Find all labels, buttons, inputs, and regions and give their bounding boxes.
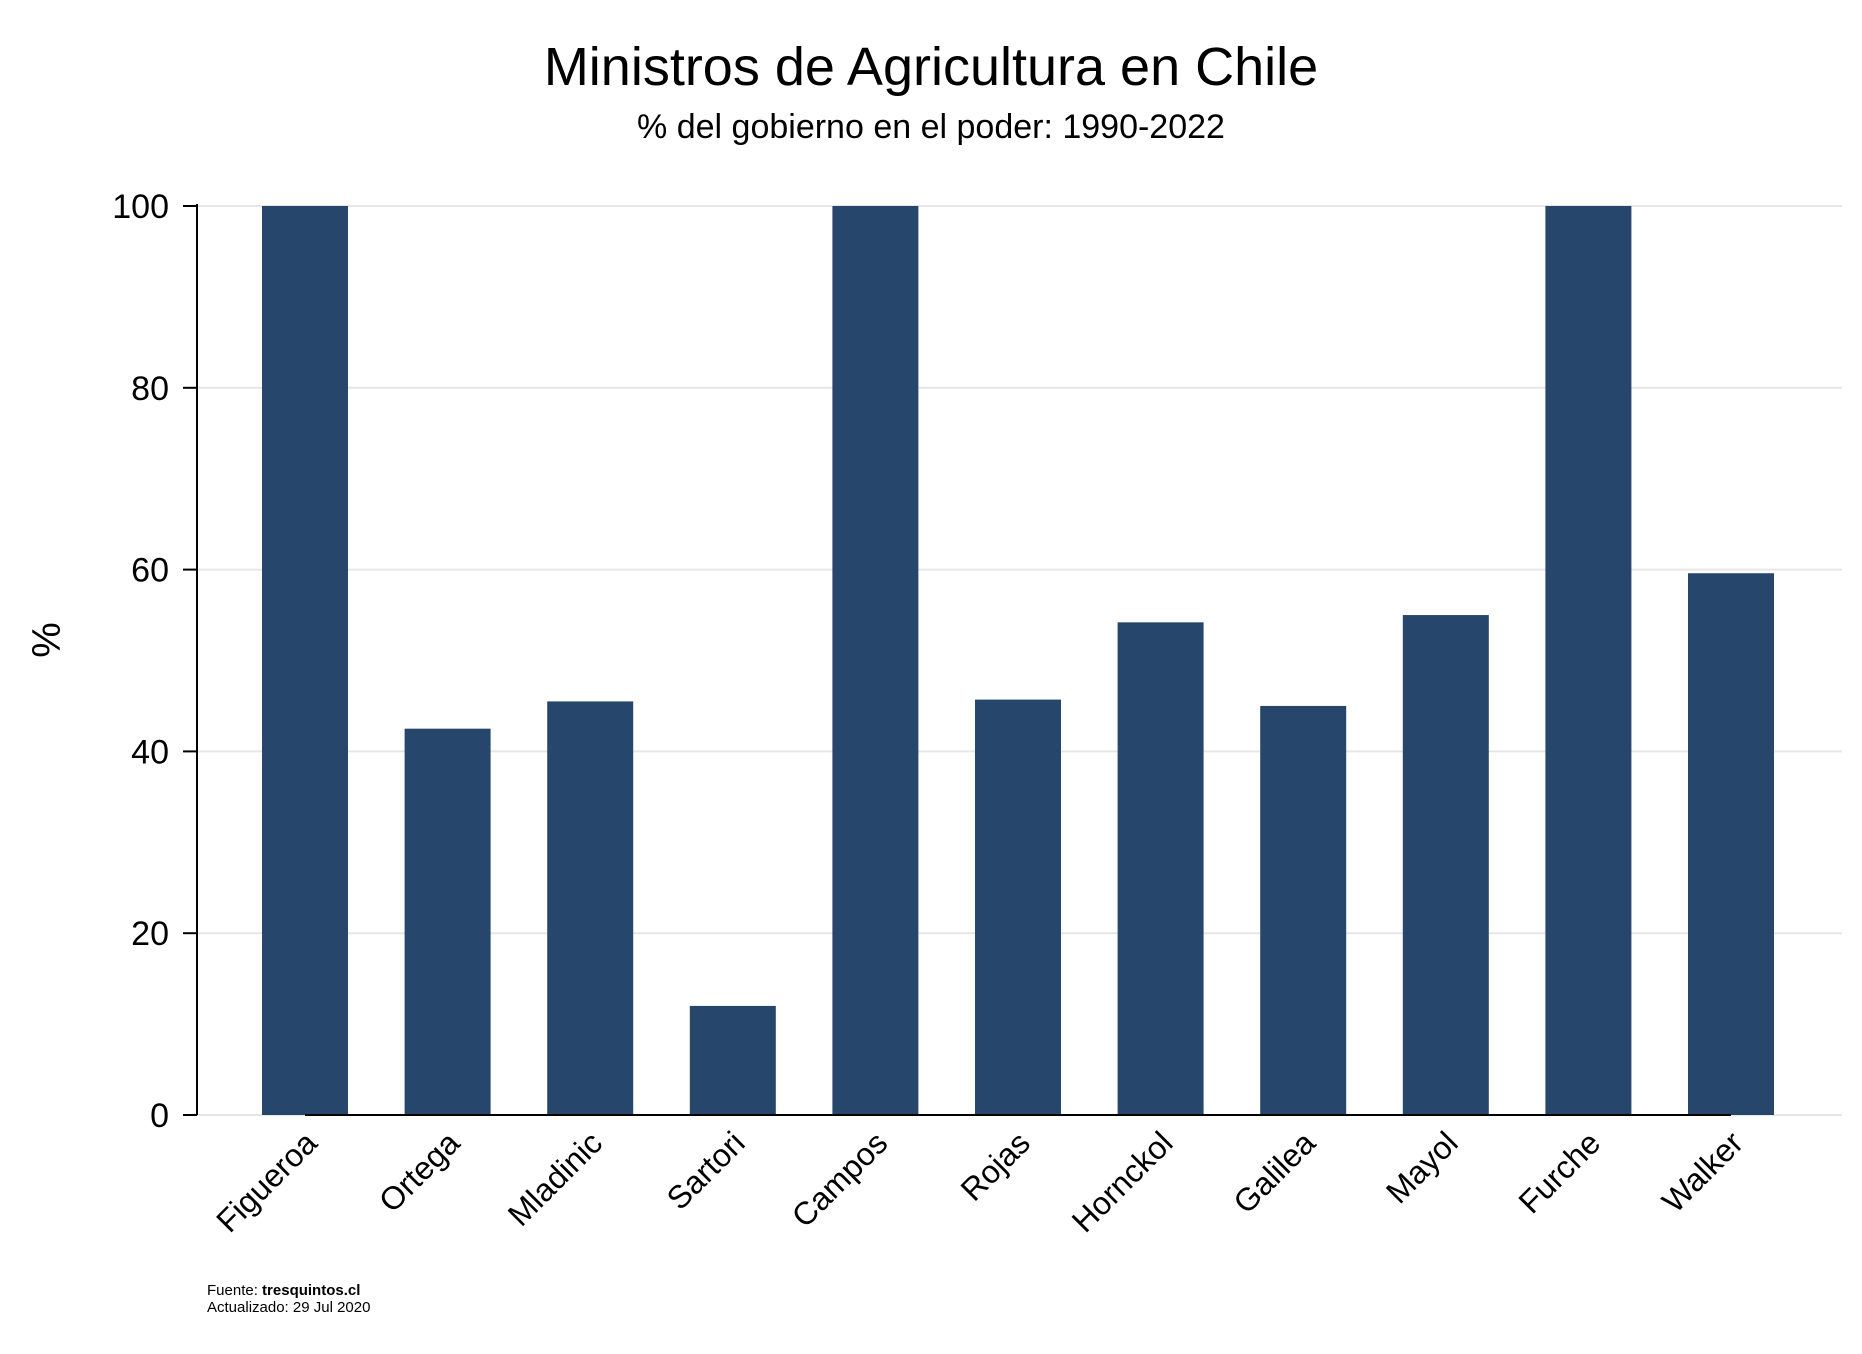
- x-tick-label: Sartori: [660, 1124, 752, 1216]
- x-ticks: Figueroa Ortega Mladinic Sartori Campos Rojas…: [209, 1124, 1750, 1239]
- x-tick-label: Walker: [1655, 1124, 1750, 1219]
- y-tick-label: 60: [131, 552, 169, 590]
- bar-rojas: [975, 699, 1061, 1115]
- x-tick-label: Campos: [785, 1124, 895, 1234]
- bar-ortega: [404, 728, 491, 1115]
- y-axis-label: %: [25, 622, 69, 658]
- y-tick-label: 20: [131, 915, 169, 953]
- y-tick-label: 80: [131, 370, 169, 408]
- bar-mladinic: [547, 701, 634, 1115]
- bar-walker: [1688, 573, 1774, 1115]
- bar-figueroa: [262, 206, 348, 1115]
- x-tick-label: Figueroa: [209, 1124, 324, 1239]
- source-label: Fuente:: [207, 1282, 258, 1299]
- bar-furche: [1545, 206, 1632, 1115]
- chart-subtitle: % del gobierno en el poder: 1990-2022: [637, 108, 1225, 146]
- x-tick-label: Mayol: [1379, 1124, 1465, 1210]
- x-tick-label: Mladinic: [501, 1124, 609, 1232]
- updated-date: Actualizado: 29 Jul 2020: [207, 1299, 371, 1316]
- bar-galilea: [1260, 705, 1347, 1115]
- x-tick-label: Hornckol: [1065, 1124, 1180, 1239]
- source-note: Fuente: tresquintos.cl Actualizado: 29 J…: [207, 1282, 370, 1316]
- x-tick-label: Ortega: [372, 1124, 467, 1219]
- y-ticks: 0 20 40 60 80 100: [112, 188, 197, 1135]
- y-tick-label: 100: [112, 188, 169, 226]
- x-tick-label: Galilea: [1226, 1124, 1322, 1220]
- x-tick-label: Furche: [1511, 1124, 1607, 1220]
- bar-campos: [832, 206, 919, 1115]
- bars: [262, 206, 1774, 1115]
- y-tick-label: 0: [150, 1097, 169, 1135]
- source-value: tresquintos.cl: [262, 1282, 361, 1299]
- x-tick-label: Rojas: [954, 1124, 1037, 1207]
- chart-title: Ministros de Agricultura en Chile: [543, 37, 1319, 97]
- bar-hornckol: [1117, 622, 1204, 1115]
- y-tick-label: 40: [131, 733, 169, 771]
- bar-mayol: [1402, 615, 1489, 1115]
- bar-sartori: [689, 1005, 776, 1115]
